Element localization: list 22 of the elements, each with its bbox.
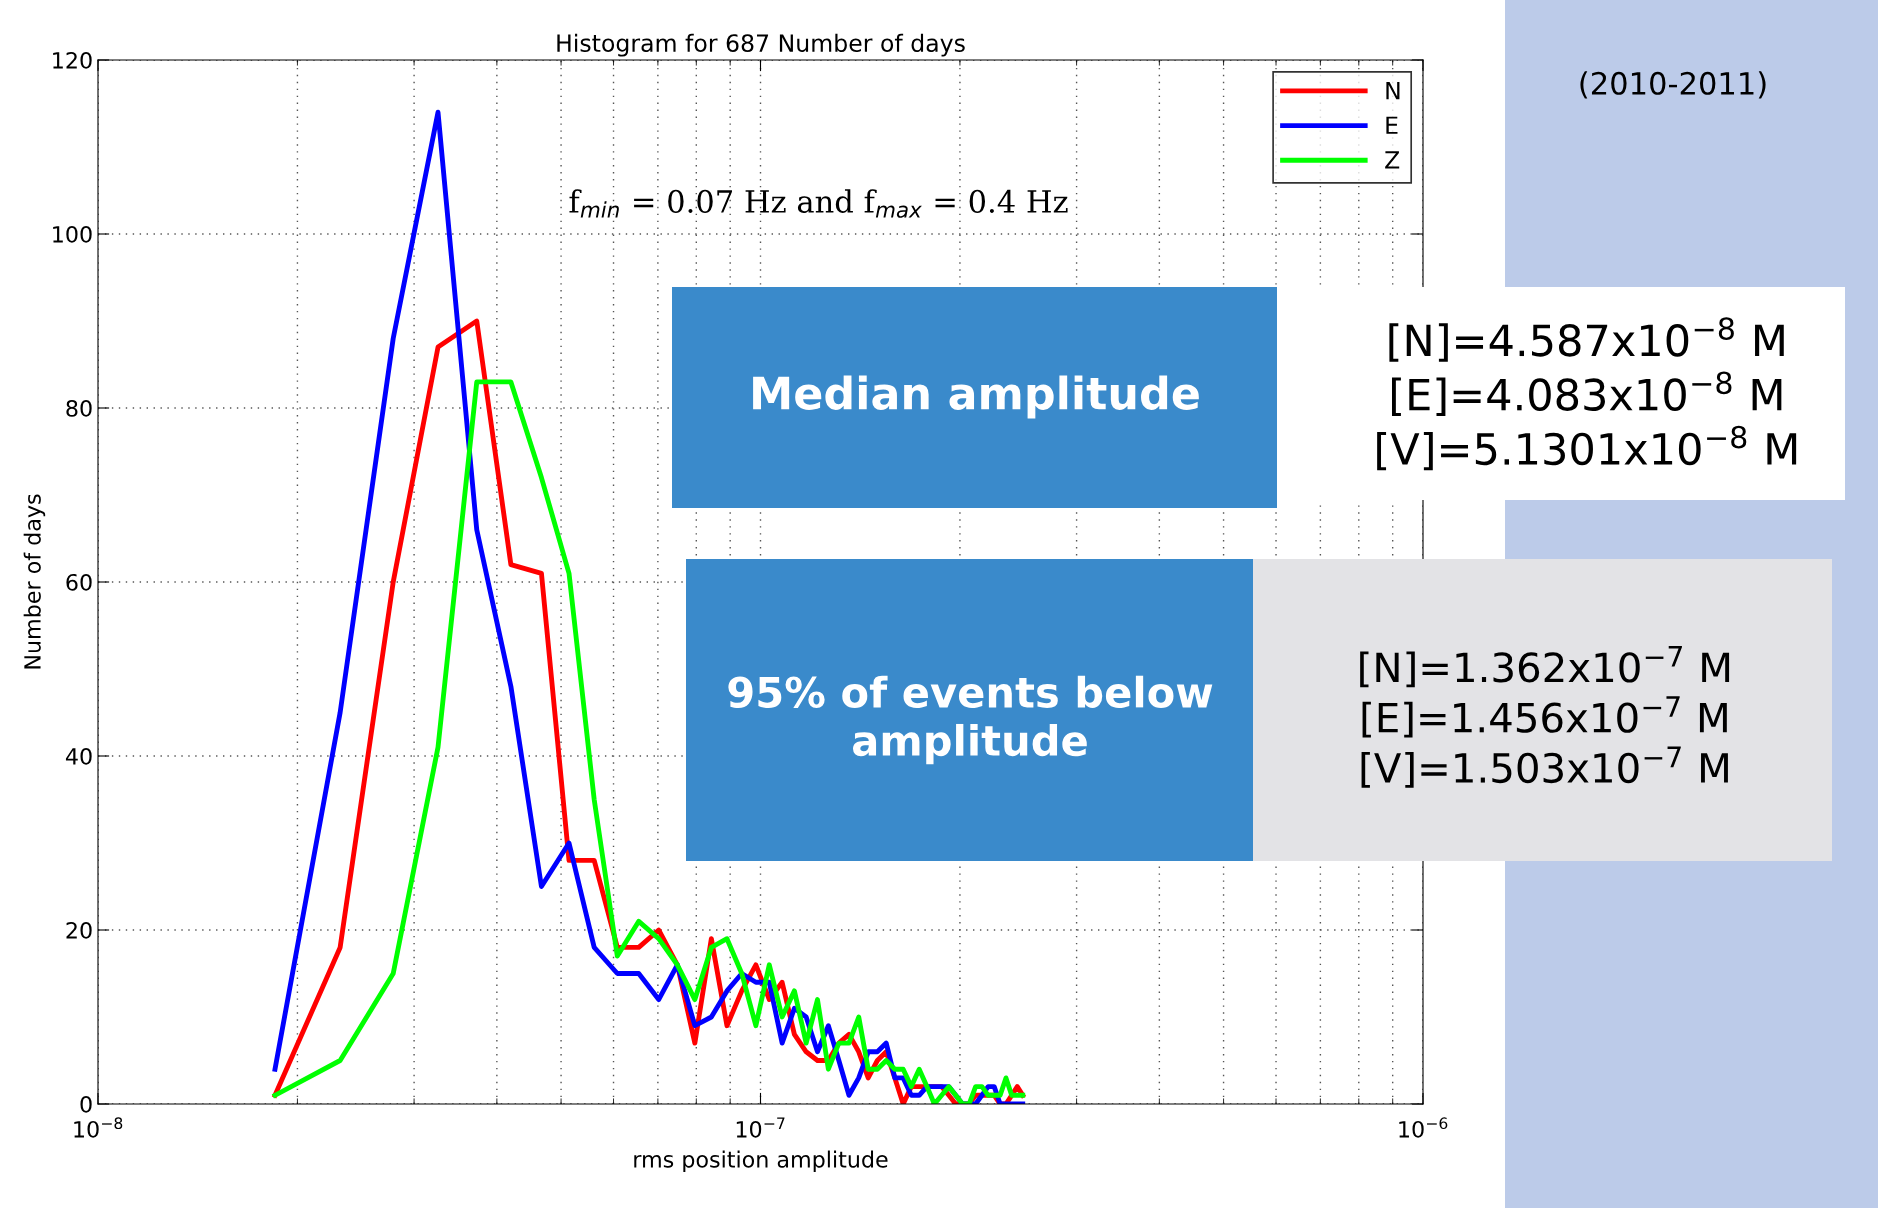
x-tick-label: 10$^{−8}$ xyxy=(74,1117,123,1138)
annotation: 95% of events below amplitude xyxy=(728,675,1213,765)
y-tick-label: 20 xyxy=(66,921,92,939)
annotation: Median amplitude xyxy=(753,375,1199,419)
legend-label: N xyxy=(1386,81,1400,100)
chart-title: Histogram for 687 Number of days xyxy=(557,33,965,57)
text: [N]=1.362x10$^{−7}$ M [E]=1.456x10$^{−7}$ M [V]=1.503x10$^{−7}$ M xyxy=(1360,646,1730,788)
x-tick-label: 10$^{−6}$ xyxy=(1399,1117,1448,1138)
annotation: f$_{min}$ = 0.07 Hz and f$_{max}$ = 0.4 Hz xyxy=(569,189,1068,218)
x-axis-title: rms position amplitude xyxy=(634,1150,888,1173)
y-axis-title: Number of days xyxy=(23,494,46,669)
legend-label: E xyxy=(1386,116,1398,134)
text: (2010-2011) xyxy=(1580,71,1766,99)
y-tick-label: 120 xyxy=(53,51,92,69)
legend-label: Z xyxy=(1385,151,1400,169)
x-tick-label: 10$^{−7}$ xyxy=(736,1117,785,1138)
y-tick-label: 0 xyxy=(80,1095,92,1113)
y-tick-label: 80 xyxy=(66,399,92,417)
text: [N]=4.587x10$^{−8}$ M [E]=4.083x10$^{−8}$ M [V]=5.1301x10$^{−8}$ M xyxy=(1377,317,1797,471)
y-tick-label: 40 xyxy=(65,747,92,765)
y-tick-label: 60 xyxy=(66,573,92,591)
y-tick-label: 100 xyxy=(53,225,92,243)
